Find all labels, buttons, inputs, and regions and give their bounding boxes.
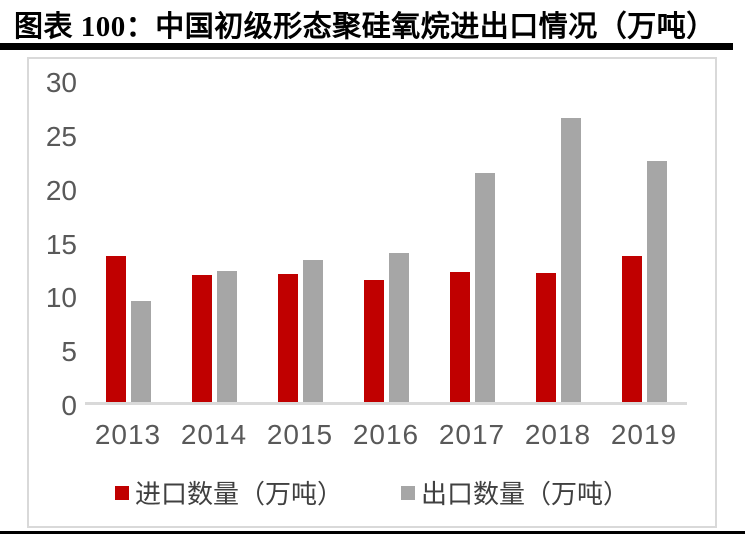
bar-出口数量（万吨）-2013 xyxy=(130,300,151,402)
y-tick-label: 20 xyxy=(45,174,77,206)
bar-group-2015 xyxy=(257,82,343,402)
bar-group-2017 xyxy=(429,82,515,402)
x-axis-label-2015: 2015 xyxy=(266,419,334,450)
bar-group-2019 xyxy=(601,82,687,402)
legend-swatch-icon xyxy=(114,485,129,500)
bar-进口数量（万吨）-2013 xyxy=(105,255,126,402)
bar-进口数量（万吨）-2017 xyxy=(449,271,470,402)
caption-divider-rule xyxy=(0,43,733,50)
y-tick-label: 10 xyxy=(45,282,77,314)
bar-出口数量（万吨）-2016 xyxy=(388,252,409,402)
bar-进口数量（万吨）-2018 xyxy=(535,272,556,402)
x-axis-label-2016: 2016 xyxy=(352,419,420,450)
x-axis-labels: 2013 2014 2015 2016 2017 2018 2019 xyxy=(85,419,687,451)
bar-出口数量（万吨）-2018 xyxy=(560,118,581,402)
bar-group-2016 xyxy=(343,82,429,402)
y-tick-label: 0 xyxy=(61,390,77,421)
x-axis-label-2018: 2018 xyxy=(524,419,592,450)
bar-group-2018 xyxy=(515,82,601,402)
y-tick-label: 25 xyxy=(45,120,77,152)
bar-进口数量（万吨）-2016 xyxy=(363,280,384,402)
x-axis-label-2019: 2019 xyxy=(610,419,678,450)
legend-item: 进口数量（万吨） xyxy=(114,474,343,511)
bar-出口数量（万吨）-2017 xyxy=(474,172,495,402)
bar-进口数量（万吨）-2019 xyxy=(621,255,642,402)
bar-group-2014 xyxy=(171,82,257,402)
chart-frame: 30 25 20 15 10 5 0 2013 2014 2015 2016 2017 2018 201… xyxy=(27,57,717,528)
chart-legend: 进口数量（万吨） 出口数量（万吨） xyxy=(29,474,715,511)
bar-出口数量（万吨）-2014 xyxy=(216,270,237,402)
bar-进口数量（万吨）-2014 xyxy=(191,275,212,402)
plot-area xyxy=(85,82,687,405)
figure-bottom-rule xyxy=(0,531,745,534)
x-axis-label-2014: 2014 xyxy=(180,419,248,450)
y-tick-label: 30 xyxy=(45,67,77,98)
legend-label: 出口数量（万吨） xyxy=(421,480,630,509)
x-axis-label-2013: 2013 xyxy=(94,419,162,450)
bar-出口数量（万吨）-2015 xyxy=(302,260,323,402)
legend-item: 出口数量（万吨） xyxy=(401,474,629,511)
legend-swatch-icon xyxy=(401,485,415,500)
x-axis-label-2017: 2017 xyxy=(438,419,506,450)
y-tick-label: 5 xyxy=(61,336,77,368)
y-tick-label: 15 xyxy=(45,228,77,260)
bar-group-2013 xyxy=(85,82,171,402)
figure-caption: 图表 100：中国初级形态聚硅氧烷进出口情况（万吨） xyxy=(14,11,716,43)
bar-出口数量（万吨）-2019 xyxy=(646,160,667,402)
legend-label: 进口数量（万吨） xyxy=(134,480,343,509)
bar-进口数量（万吨）-2015 xyxy=(277,274,298,402)
